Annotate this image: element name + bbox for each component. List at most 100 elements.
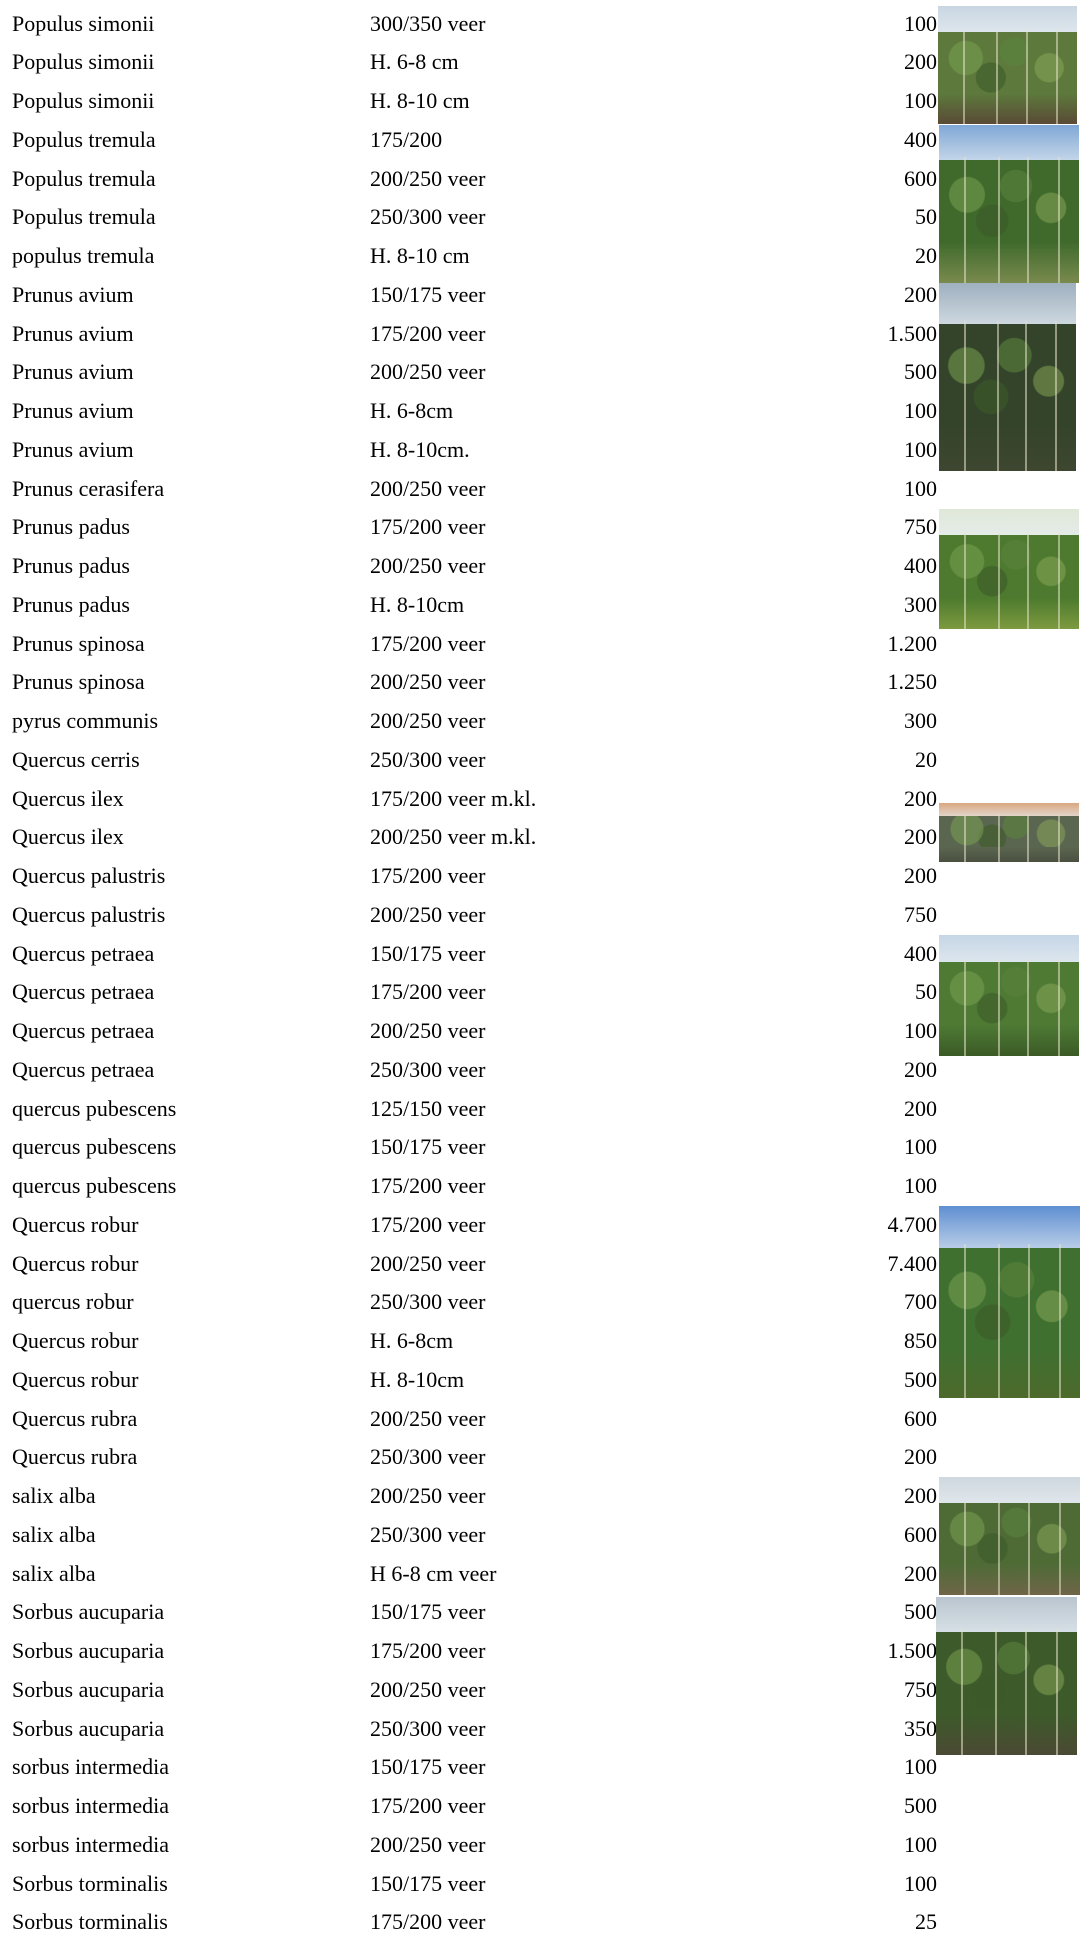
quantity: 50	[915, 979, 937, 1005]
species-name: Quercus palustris	[12, 863, 166, 888]
photo-tree-stake	[963, 30, 965, 124]
species-name: Sorbus torminalis	[12, 1870, 168, 1896]
table-row: populus tremula H. 8-10 cm 20	[0, 237, 940, 276]
size-grade: 175/200 veer	[370, 514, 486, 540]
table-row: Prunus padus 175/200 veer 750	[0, 508, 940, 547]
table-row: Prunus avium 175/200 veer 1.500	[0, 315, 940, 354]
quantity: 700	[904, 1289, 937, 1315]
size-grade: 175/200 veer	[370, 1638, 486, 1663]
quantity: 600	[904, 1405, 937, 1431]
photo-foliage	[938, 31, 1077, 97]
species-name: Quercus palustris	[12, 901, 166, 927]
species-name: Populus tremula	[12, 126, 156, 152]
size-grade: 175/200 veer	[370, 979, 486, 1005]
table-row: Quercus robur 175/200 veer 4.700	[0, 1206, 940, 1245]
photo-tree-stake	[1027, 157, 1029, 283]
species-name: Populus simonii	[12, 10, 155, 36]
photo-tree-stake	[998, 533, 1000, 629]
quantity: 100	[904, 436, 937, 462]
quantity: 1.500	[887, 1638, 938, 1663]
species-name: Quercus cerris	[12, 746, 140, 772]
photo-ground	[939, 846, 1079, 862]
species-name: Prunus avium	[12, 359, 134, 385]
quantity: 300	[904, 708, 937, 733]
size-grade: 150/175 veer	[370, 1870, 486, 1896]
size-grade: 200/250 veer	[370, 901, 486, 927]
quantity: 200	[904, 1444, 937, 1470]
quantity: 400	[904, 940, 937, 966]
species-name: Quercus robur	[12, 1328, 139, 1353]
size-grade: 200/250 veer	[370, 553, 486, 578]
table-row: Quercus palustris 175/200 veer 200	[0, 857, 940, 896]
species-name: Prunus padus	[12, 553, 130, 578]
species-name: Quercus ilex	[12, 785, 124, 811]
quantity: 100	[904, 88, 937, 113]
size-grade: H. 6-8 cm	[370, 49, 459, 75]
quantity: 600	[904, 1521, 937, 1547]
photo-tree-stake	[996, 30, 998, 124]
table-row: Prunus cerasifera 200/250 veer 100	[0, 470, 940, 509]
photo-tree-stake	[1059, 1244, 1061, 1398]
photo-tree-stake	[995, 1629, 997, 1755]
table-row: Populus tremula 250/300 veer 50	[0, 198, 940, 237]
quantity: 200	[904, 1056, 937, 1082]
photo-tree-stake	[1059, 1501, 1061, 1595]
quantity: 100	[904, 10, 937, 36]
photo-ground	[939, 1564, 1080, 1595]
species-name: Prunus padus	[12, 591, 130, 617]
quantity: 100	[904, 1870, 937, 1896]
species-name: Populus tremula	[12, 204, 156, 230]
size-grade: 175/200 veer	[370, 630, 486, 656]
species-name: Quercus petraea	[12, 940, 155, 966]
size-grade: 200/250 veer	[370, 165, 486, 191]
size-grade: 200/250 veer	[370, 669, 486, 695]
table-row: sorbus intermedia 175/200 veer 500	[0, 1787, 940, 1826]
species-name: quercus pubescens	[12, 1095, 177, 1121]
quantity: 20	[915, 746, 937, 772]
species-name: Quercus robur	[12, 1250, 139, 1276]
table-row: Sorbus aucuparia 200/250 veer 750	[0, 1671, 940, 1710]
size-grade: 175/200	[370, 126, 443, 152]
table-row: Quercus cerris 250/300 veer 20	[0, 741, 940, 780]
species-name: Quercus robur	[12, 1211, 139, 1237]
quantity: 200	[904, 863, 937, 888]
size-grade: 175/200 veer	[370, 1909, 486, 1935]
size-grade: 250/300 veer	[370, 1289, 486, 1315]
table-row: Quercus rubra 200/250 veer 600	[0, 1400, 940, 1439]
quantity: 4.700	[887, 1211, 938, 1237]
table-row: sorbus intermedia 200/250 veer 100	[0, 1826, 940, 1865]
photo-tree-stake	[1025, 1629, 1027, 1755]
size-grade: 200/250 veer	[370, 1831, 486, 1857]
table-row: salix alba 250/300 veer 600	[0, 1516, 940, 1555]
photo-tree-stake	[1025, 321, 1027, 471]
quantity: 20	[915, 243, 937, 268]
species-name: Populus simonii	[12, 88, 155, 113]
table-row: Quercus petraea 250/300 veer 200	[0, 1051, 940, 1090]
quantity: 7.400	[887, 1250, 938, 1276]
quantity: 400	[904, 553, 937, 578]
quantity: 600	[904, 165, 937, 191]
species-name: Quercus petraea	[12, 979, 155, 1005]
species-name: pyrus communis	[12, 708, 159, 733]
nursery-photo	[939, 803, 1079, 862]
photo-foliage	[939, 1248, 1080, 1354]
quantity: 100	[904, 1831, 937, 1857]
size-grade: 125/150 veer	[370, 1095, 486, 1121]
table-row: Prunus spinosa 200/250 veer 1.250	[0, 663, 940, 702]
quantity: 1.200	[887, 630, 938, 656]
quantity: 1.500	[887, 320, 938, 346]
quantity: 500	[904, 1793, 937, 1818]
size-grade: 200/250 veer	[370, 1018, 486, 1043]
photo-foliage	[936, 1631, 1077, 1719]
size-grade: 250/300 veer	[370, 746, 486, 772]
species-name: Sorbus aucuparia	[12, 1638, 165, 1663]
table-row: Prunus avium H. 6-8cm 100	[0, 392, 940, 431]
table-row: Quercus rubra 250/300 veer 200	[0, 1438, 940, 1477]
photo-foliage	[939, 1502, 1080, 1568]
photo-tree-stake	[961, 1629, 963, 1755]
quantity: 500	[904, 359, 937, 385]
nursery-photo	[939, 935, 1079, 1056]
photo-tree-stake	[1027, 959, 1029, 1056]
quantity: 850	[904, 1328, 937, 1353]
table-row: Populus tremula 175/200 400	[0, 121, 940, 160]
